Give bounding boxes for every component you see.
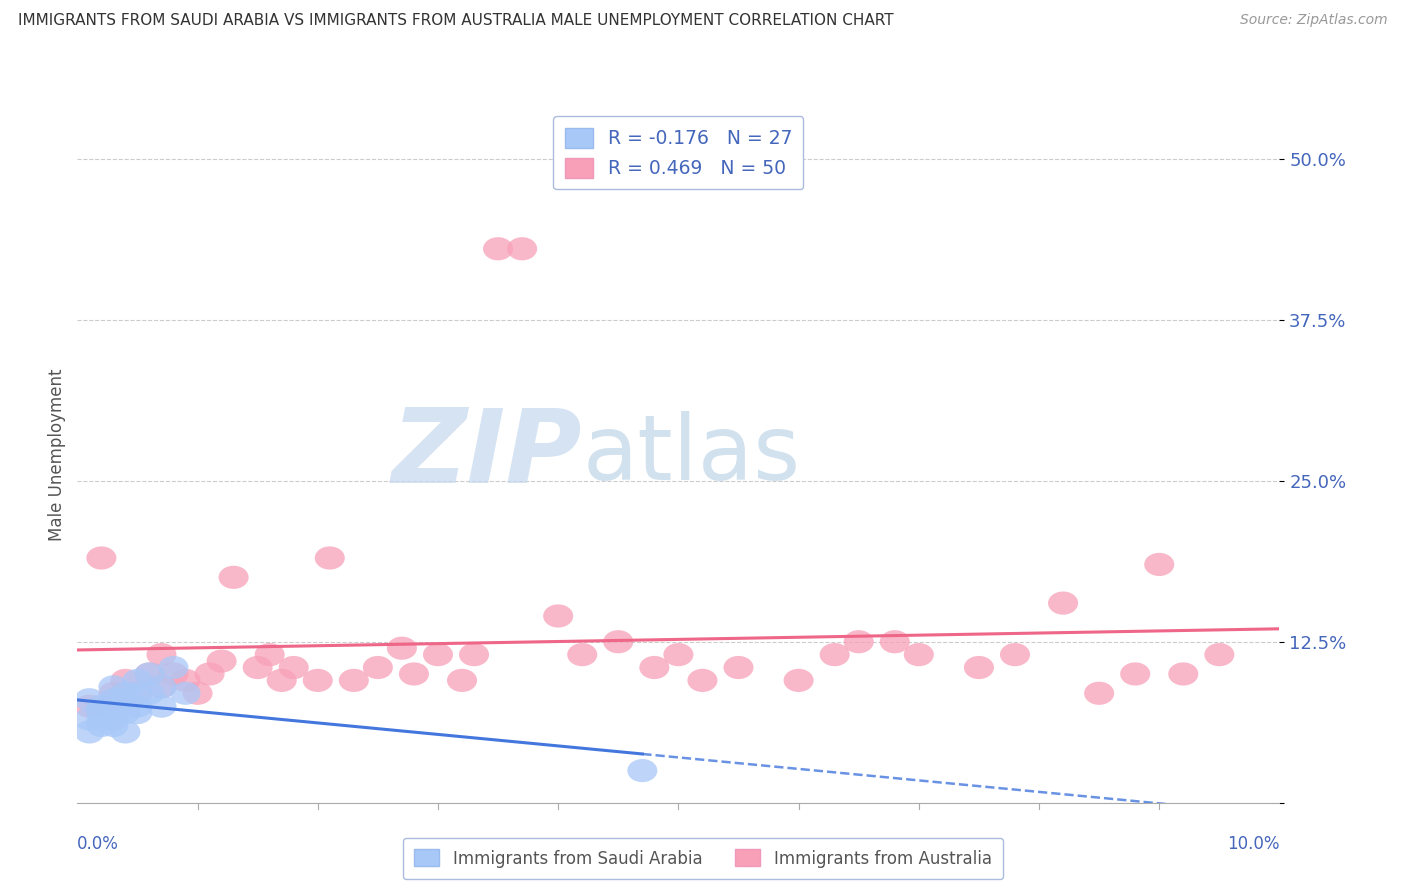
Ellipse shape bbox=[122, 701, 152, 724]
Ellipse shape bbox=[447, 669, 477, 692]
Ellipse shape bbox=[458, 643, 489, 666]
Ellipse shape bbox=[508, 237, 537, 260]
Ellipse shape bbox=[86, 714, 117, 737]
Ellipse shape bbox=[640, 656, 669, 679]
Ellipse shape bbox=[122, 695, 152, 718]
Ellipse shape bbox=[98, 707, 128, 731]
Text: IMMIGRANTS FROM SAUDI ARABIA VS IMMIGRANTS FROM AUSTRALIA MALE UNEMPLOYMENT CORR: IMMIGRANTS FROM SAUDI ARABIA VS IMMIGRAN… bbox=[18, 13, 894, 29]
Ellipse shape bbox=[146, 643, 177, 666]
Ellipse shape bbox=[783, 669, 814, 692]
Ellipse shape bbox=[98, 695, 128, 718]
Ellipse shape bbox=[98, 688, 128, 711]
Ellipse shape bbox=[664, 643, 693, 666]
Ellipse shape bbox=[1144, 553, 1174, 576]
Ellipse shape bbox=[135, 681, 165, 705]
Ellipse shape bbox=[820, 643, 849, 666]
Ellipse shape bbox=[111, 721, 141, 744]
Ellipse shape bbox=[315, 547, 344, 570]
Ellipse shape bbox=[387, 637, 418, 660]
Ellipse shape bbox=[75, 707, 104, 731]
Ellipse shape bbox=[122, 681, 152, 705]
Ellipse shape bbox=[339, 669, 368, 692]
Ellipse shape bbox=[399, 663, 429, 686]
Ellipse shape bbox=[98, 688, 128, 711]
Ellipse shape bbox=[135, 663, 165, 686]
Ellipse shape bbox=[267, 669, 297, 692]
Ellipse shape bbox=[86, 701, 117, 724]
Ellipse shape bbox=[75, 695, 104, 718]
Ellipse shape bbox=[111, 688, 141, 711]
Ellipse shape bbox=[880, 630, 910, 653]
Ellipse shape bbox=[484, 237, 513, 260]
Ellipse shape bbox=[159, 663, 188, 686]
Ellipse shape bbox=[170, 669, 201, 692]
Ellipse shape bbox=[98, 714, 128, 737]
Ellipse shape bbox=[86, 707, 117, 731]
Ellipse shape bbox=[75, 688, 104, 711]
Ellipse shape bbox=[688, 669, 717, 692]
Ellipse shape bbox=[627, 759, 658, 782]
Text: 0.0%: 0.0% bbox=[77, 835, 120, 853]
Ellipse shape bbox=[904, 643, 934, 666]
Ellipse shape bbox=[75, 721, 104, 744]
Legend: Immigrants from Saudi Arabia, Immigrants from Australia: Immigrants from Saudi Arabia, Immigrants… bbox=[402, 838, 1004, 880]
Ellipse shape bbox=[724, 656, 754, 679]
Ellipse shape bbox=[98, 681, 128, 705]
Ellipse shape bbox=[603, 630, 633, 653]
Ellipse shape bbox=[183, 681, 212, 705]
Ellipse shape bbox=[122, 669, 152, 692]
Ellipse shape bbox=[135, 663, 165, 686]
Ellipse shape bbox=[111, 669, 141, 692]
Ellipse shape bbox=[111, 681, 141, 705]
Ellipse shape bbox=[1121, 663, 1150, 686]
Ellipse shape bbox=[567, 643, 598, 666]
Text: ZIP: ZIP bbox=[392, 404, 582, 506]
Ellipse shape bbox=[243, 656, 273, 679]
Ellipse shape bbox=[363, 656, 392, 679]
Ellipse shape bbox=[207, 649, 236, 673]
Ellipse shape bbox=[146, 675, 177, 698]
Ellipse shape bbox=[1047, 591, 1078, 615]
Ellipse shape bbox=[302, 669, 333, 692]
Ellipse shape bbox=[1000, 643, 1031, 666]
Ellipse shape bbox=[278, 656, 309, 679]
Ellipse shape bbox=[86, 695, 117, 718]
Ellipse shape bbox=[146, 675, 177, 698]
Y-axis label: Male Unemployment: Male Unemployment bbox=[48, 368, 66, 541]
Ellipse shape bbox=[543, 605, 574, 628]
Ellipse shape bbox=[98, 675, 128, 698]
Ellipse shape bbox=[159, 656, 188, 679]
Ellipse shape bbox=[111, 701, 141, 724]
Ellipse shape bbox=[146, 695, 177, 718]
Ellipse shape bbox=[1168, 663, 1198, 686]
Ellipse shape bbox=[844, 630, 873, 653]
Ellipse shape bbox=[86, 547, 117, 570]
Ellipse shape bbox=[423, 643, 453, 666]
Ellipse shape bbox=[194, 663, 225, 686]
Ellipse shape bbox=[218, 566, 249, 589]
Ellipse shape bbox=[1205, 643, 1234, 666]
Ellipse shape bbox=[1084, 681, 1114, 705]
Ellipse shape bbox=[122, 681, 152, 705]
Ellipse shape bbox=[170, 681, 201, 705]
Legend: R = -0.176   N = 27, R = 0.469   N = 50: R = -0.176 N = 27, R = 0.469 N = 50 bbox=[554, 117, 803, 189]
Text: 10.0%: 10.0% bbox=[1227, 835, 1279, 853]
Text: atlas: atlas bbox=[582, 411, 800, 499]
Text: Source: ZipAtlas.com: Source: ZipAtlas.com bbox=[1240, 13, 1388, 28]
Ellipse shape bbox=[965, 656, 994, 679]
Ellipse shape bbox=[254, 643, 284, 666]
